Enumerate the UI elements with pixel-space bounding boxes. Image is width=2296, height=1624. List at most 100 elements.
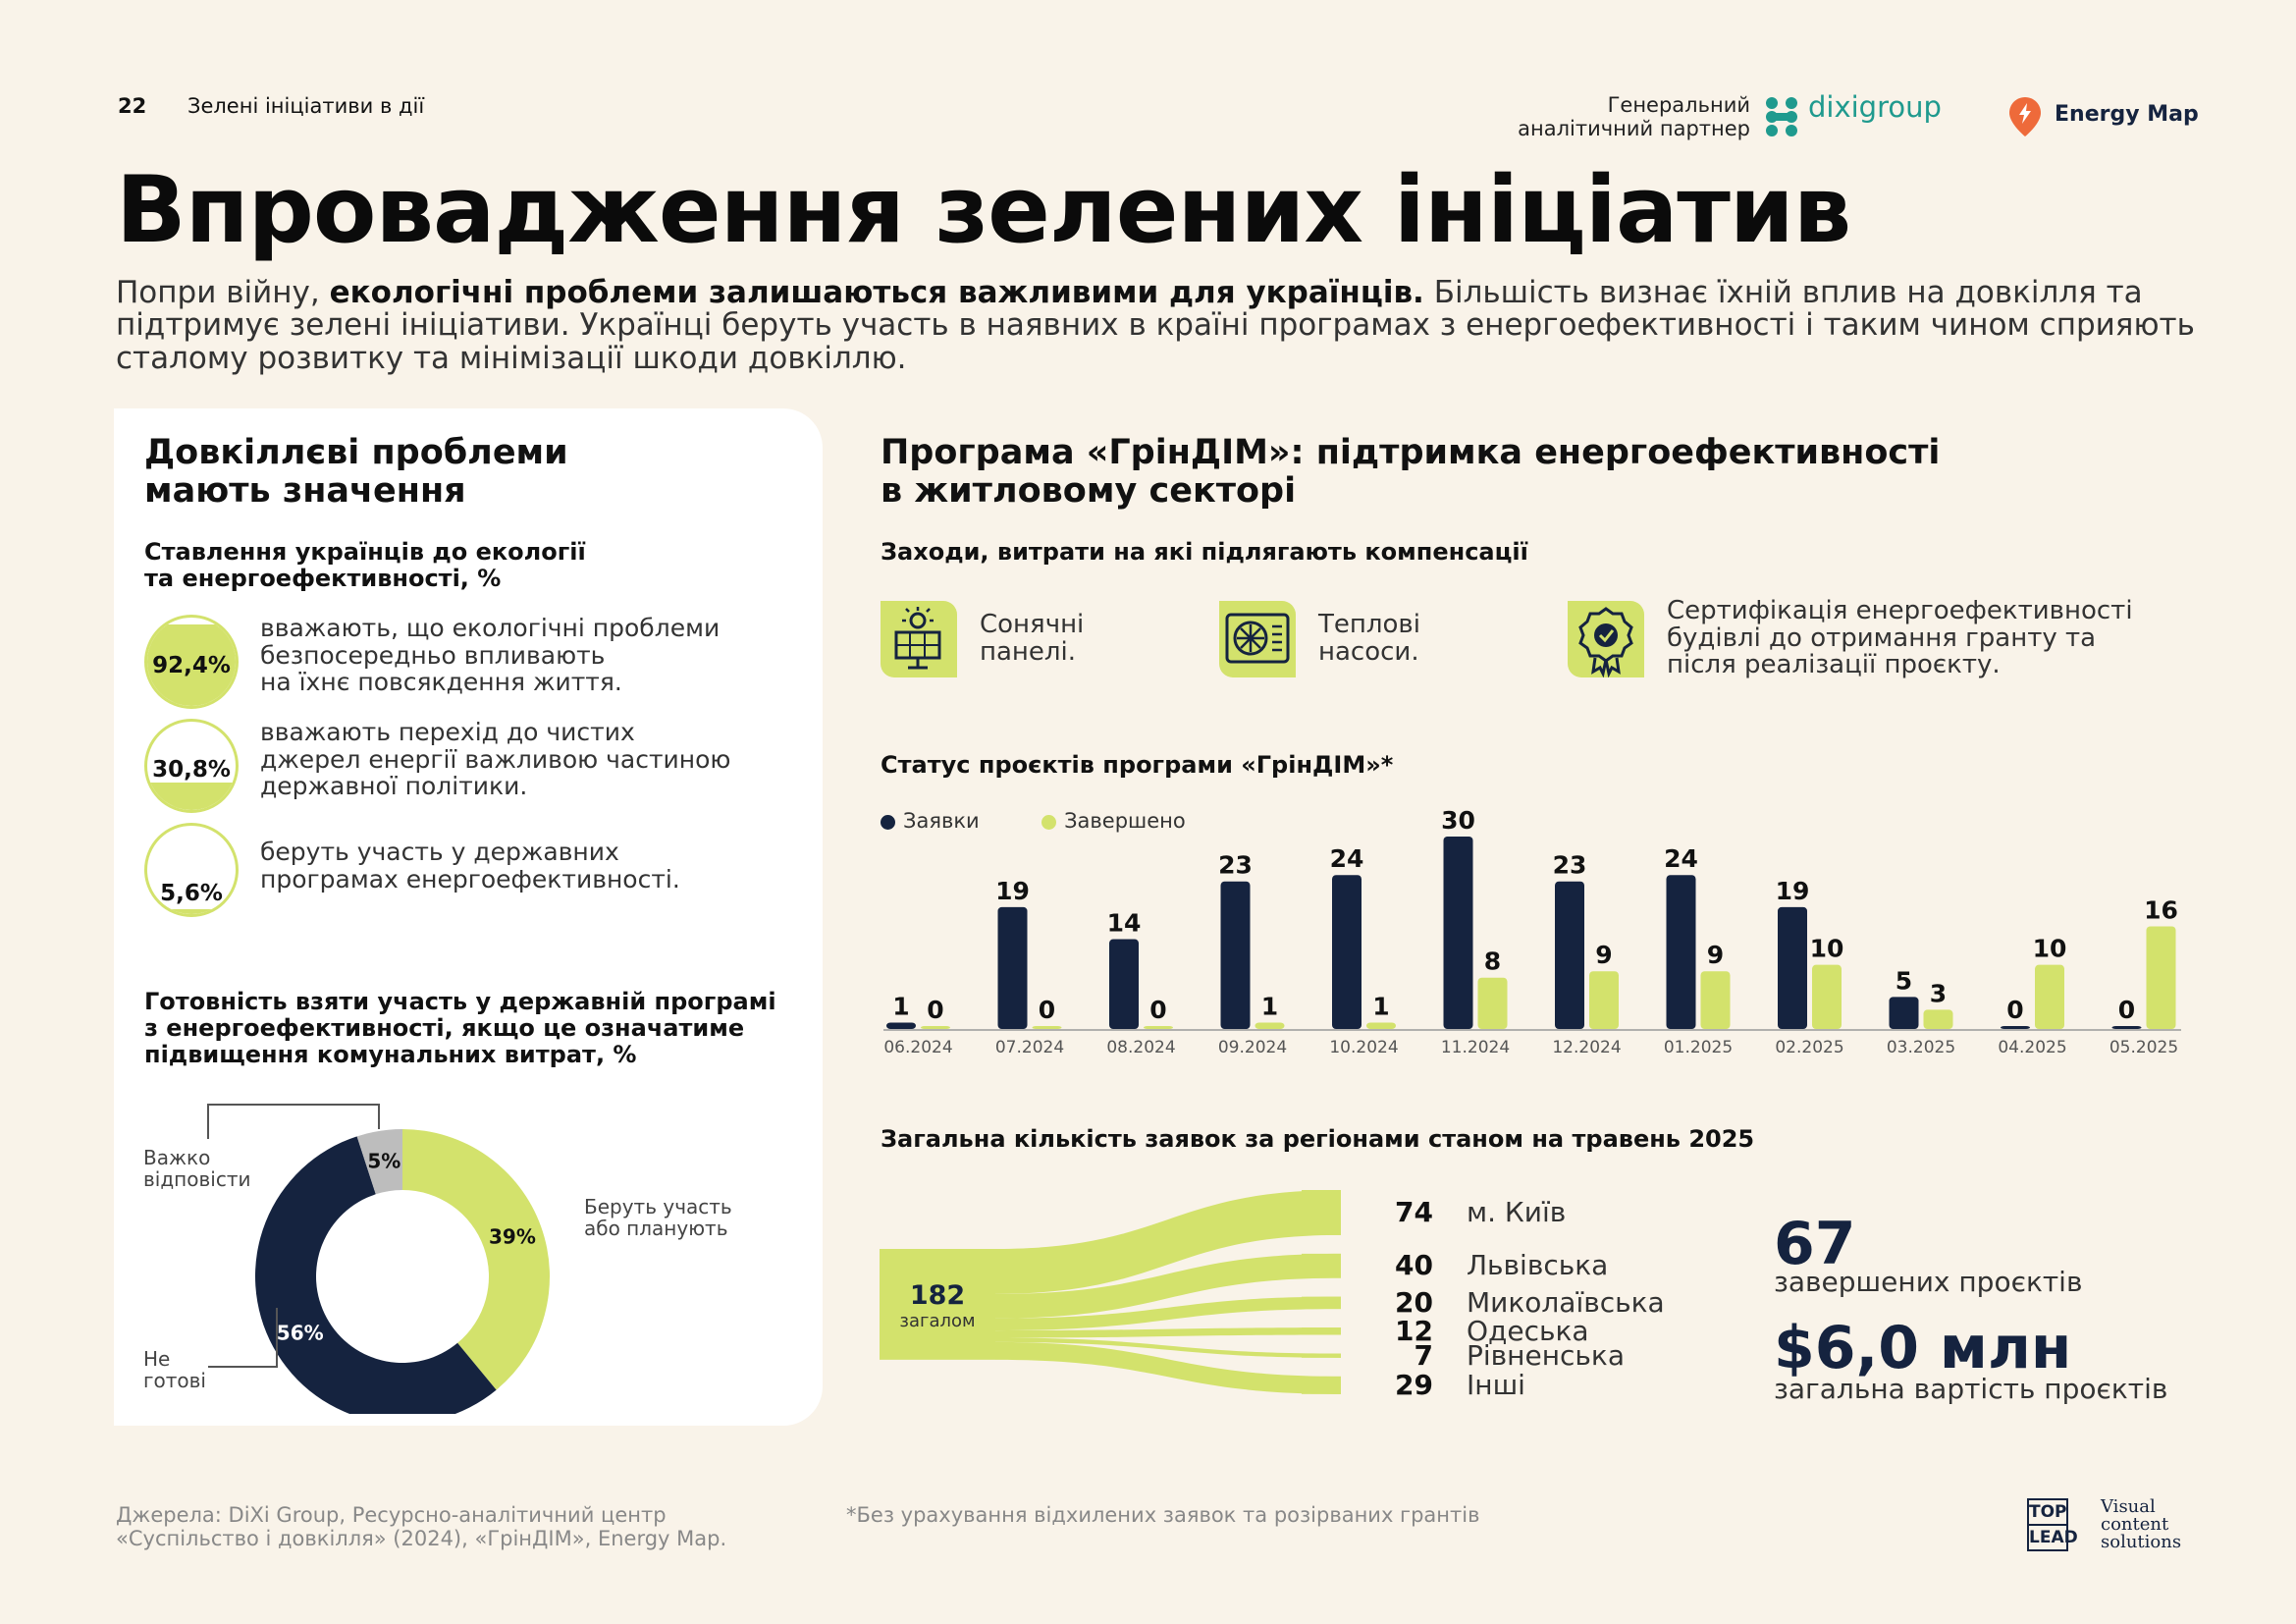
readiness-title-line-1: Готовність взяти участь у державній прог…	[144, 988, 776, 1015]
donut-slice-hard-to-answer	[356, 1129, 402, 1195]
bar-value-label: 10	[2033, 935, 2067, 963]
toplead-logo-bottom: LEAD	[2029, 1528, 2078, 1547]
attitudes-title-line-2: та енергоефективності, %	[144, 564, 502, 592]
donut-label-line: відповісти	[143, 1167, 251, 1192]
bar-value-label: 1	[1261, 992, 1278, 1020]
bar-applications	[1332, 875, 1362, 1029]
measure-heat-pump: Теплові насоси.	[1318, 611, 1420, 666]
readiness-title-line-3: підвищення комунальних витрат, %	[144, 1040, 637, 1068]
bar-value-label: 23	[1553, 851, 1587, 880]
bar-value-label: 24	[1330, 844, 1364, 873]
region-name: м. Київ	[1467, 1195, 1567, 1228]
bar-value-label: 5	[1896, 966, 1912, 995]
measure-certification-line-3: після реалізації проєкту.	[1667, 650, 2001, 680]
bar-applications	[1889, 997, 1919, 1029]
donut-label-not-ready: Не готові	[143, 1348, 206, 1392]
x-tick-label: 09.2024	[1218, 1038, 1287, 1057]
donut-value-participate: 39%	[489, 1225, 536, 1249]
measures-title: Заходи, витрати на які підлягають компен…	[881, 538, 1528, 566]
footnote: *Без урахування відхилених заявок та роз…	[846, 1503, 1480, 1527]
bar-value-label: 23	[1218, 851, 1253, 880]
bar-value-label: 0	[1039, 996, 1055, 1024]
regions-title: Загальна кількість заявок за регіонами с…	[881, 1125, 1755, 1153]
left-heading: Довкіллєві проблеми мають значення	[144, 434, 568, 510]
stat-description-line: джерел енергії важливою частиною	[260, 744, 731, 774]
regions-total-label: загалом	[899, 1311, 976, 1331]
measure-solar-line-2: панелі.	[980, 636, 1077, 667]
bar-applications	[886, 1022, 916, 1029]
partner-label-line-2: аналітичний партнер	[1518, 116, 1750, 140]
sankey-target-node	[1302, 1190, 1341, 1235]
total-cost-value: $6,0 млн	[1774, 1314, 2072, 1382]
attitudes-title: Ставлення українців до екології та енерг…	[144, 539, 586, 592]
stat-description-line: вважають перехід до чистих	[260, 718, 635, 746]
completed-projects-value: 67	[1774, 1210, 1856, 1278]
bar-completed	[1144, 1026, 1173, 1029]
bar-value-label: 19	[995, 877, 1030, 905]
region-name: Рівненська	[1467, 1338, 1625, 1372]
measure-certification-line-2: будівлі до отримання гранту та	[1667, 623, 2097, 653]
donut-value-hard-to-answer: 5%	[367, 1149, 400, 1172]
stat-circle-fill	[147, 623, 236, 706]
legend-dot-applications	[881, 814, 895, 830]
sankey-flow	[995, 1253, 1341, 1319]
region-value: 12	[1395, 1314, 1433, 1347]
stat-description-line: програмах енергоефективності.	[260, 864, 680, 893]
energy-map-pin-icon	[2009, 97, 2041, 136]
intro-paragraph: Попри війну, екологічні проблеми залишаю…	[116, 275, 2197, 375]
sankey-target-node	[1302, 1253, 1341, 1278]
legend-label-completed: Завершено	[1064, 809, 1186, 833]
toplead-tagline: Visual content solutions	[2101, 1498, 2181, 1551]
bar-value-label: 0	[927, 996, 943, 1024]
bar-applications	[2111, 1026, 2142, 1029]
bar-completed	[1477, 977, 1508, 1029]
region-value: 74	[1395, 1195, 1433, 1228]
stat-circle-fill	[147, 908, 236, 914]
regions-total-value: 182	[909, 1280, 966, 1311]
bar-value-label: 0	[1149, 996, 1166, 1024]
bar-completed	[1255, 1022, 1285, 1029]
total-cost-label: загальна вартість проєктів	[1774, 1373, 2168, 1405]
bar-completed	[1366, 1022, 1396, 1029]
region-value: 29	[1395, 1368, 1433, 1401]
stat-description-line: беруть участь у державних	[260, 838, 619, 866]
x-tick-label: 04.2025	[1998, 1038, 2066, 1057]
sankey-target-node	[1302, 1296, 1341, 1310]
left-heading-line-2: мають значення	[144, 470, 466, 511]
intro-pre: Попри війну,	[116, 275, 330, 310]
bar-applications	[1220, 881, 1251, 1029]
sankey-flow	[995, 1341, 1341, 1394]
page-number: 22	[118, 94, 147, 118]
bar-value-label: 9	[1595, 941, 1612, 969]
donut-value-not-ready: 56%	[277, 1321, 324, 1344]
sankey-target-node	[1302, 1353, 1341, 1358]
bar-value-label: 1	[1372, 992, 1389, 1020]
toplead-tagline-2: content	[2101, 1514, 2169, 1535]
donut-leader-hard	[207, 1104, 380, 1139]
dixigroup-logo-text: dixigroup	[1808, 90, 1942, 124]
donut-label-line: Важко	[143, 1146, 211, 1169]
donut-slice-not-ready	[255, 1136, 497, 1414]
bar-value-label: 14	[1107, 909, 1142, 938]
attitudes-title-line-1: Ставлення українців до екології	[144, 538, 586, 566]
solar-panel-icon	[881, 601, 957, 677]
donut-label-participate: Беруть участь або планують	[584, 1196, 732, 1240]
sankey-flow	[995, 1327, 1341, 1338]
sankey-source-node	[880, 1249, 995, 1360]
bar-completed	[1812, 964, 1842, 1029]
bar-value-label: 0	[2006, 996, 2023, 1024]
sources-note: Джерела: DiXi Group, Ресурсно-аналітични…	[116, 1503, 726, 1550]
right-heading-line-1: Програма «ГрінДІМ»: підтримка енергоефек…	[881, 433, 1941, 472]
bar-value-label: 8	[1484, 947, 1501, 976]
completed-projects-label: завершених проєктів	[1774, 1266, 2083, 1298]
region-value: 40	[1395, 1249, 1433, 1282]
legend-dot-completed	[1041, 814, 1057, 830]
bar-applications	[1778, 906, 1807, 1029]
x-tick-label: 07.2024	[995, 1038, 1064, 1057]
bar-value-label: 0	[2118, 996, 2135, 1024]
x-tick-label: 12.2024	[1552, 1038, 1621, 1057]
region-name: Інші	[1467, 1368, 1525, 1401]
x-tick-label: 10.2024	[1329, 1038, 1398, 1057]
x-tick-label: 03.2025	[1887, 1038, 1955, 1057]
sankey-flow	[995, 1296, 1341, 1331]
